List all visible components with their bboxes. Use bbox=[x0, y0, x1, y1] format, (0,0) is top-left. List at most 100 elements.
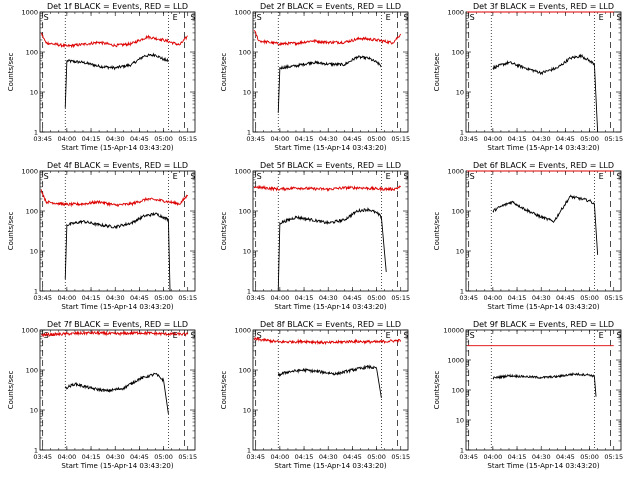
plot-frame bbox=[465, 329, 622, 451]
subplot-title: Det 1f BLACK = Events, RED = LLD bbox=[47, 2, 188, 11]
x-tick-label: 04:15 bbox=[508, 453, 527, 461]
y-axis-label: Counts/sec bbox=[220, 371, 228, 410]
x-tick-label: 04:30 bbox=[319, 294, 338, 302]
x-tick-label: 05:00 bbox=[580, 135, 599, 143]
series-line-events bbox=[64, 52, 169, 108]
subplot-title: Det 4f BLACK = Events, RED = LLD bbox=[47, 161, 188, 170]
y-tick-label: 10 bbox=[30, 89, 38, 97]
time-marker-label: S bbox=[403, 13, 408, 22]
y-tick-label: 100 bbox=[239, 49, 251, 57]
y-tick-label: 10 bbox=[243, 407, 251, 415]
time-marker-label: S bbox=[470, 172, 475, 181]
x-tick-label: 05:15 bbox=[178, 135, 197, 143]
x-tick-label: 03:45 bbox=[246, 294, 265, 302]
x-axis-label: Start Time (15-Apr-14 03:43:20) bbox=[487, 462, 599, 470]
plot-frame bbox=[39, 11, 196, 133]
y-tick-label: 1000 bbox=[21, 9, 38, 17]
x-tick-label: 04:00 bbox=[483, 294, 502, 302]
x-axis-label: Start Time (15-Apr-14 03:43:20) bbox=[274, 303, 386, 311]
subplot-3: Det 3f BLACK = Events, RED = LLD 1 10 100 10… bbox=[433, 2, 623, 152]
x-tick-label: 04:00 bbox=[483, 453, 502, 461]
y-tick-label: 1 bbox=[247, 129, 251, 137]
x-axis-label: Start Time (15-Apr-14 03:43:20) bbox=[61, 462, 173, 470]
x-tick-label: 04:30 bbox=[532, 453, 551, 461]
time-marker-label: S bbox=[190, 331, 195, 340]
x-axis-label: Start Time (15-Apr-14 03:43:20) bbox=[274, 462, 386, 470]
x-tick-label: 04:45 bbox=[130, 453, 149, 461]
y-tick-label: 10 bbox=[30, 407, 38, 415]
series-line-events bbox=[64, 211, 171, 292]
x-tick-label: 03:45 bbox=[33, 135, 52, 143]
x-tick-label: 04:30 bbox=[106, 453, 125, 461]
series-line-lld bbox=[253, 184, 402, 192]
series-line-events bbox=[64, 372, 169, 414]
x-axis-label: Start Time (15-Apr-14 03:43:20) bbox=[61, 303, 173, 311]
x-axis-label: Start Time (15-Apr-14 03:43:20) bbox=[487, 303, 599, 311]
subplot-2: Det 2f BLACK = Events, RED = LLD 1 10 100 10… bbox=[220, 2, 410, 152]
y-tick-label: 1000 bbox=[21, 168, 38, 176]
x-tick-label: 03:45 bbox=[246, 135, 265, 143]
x-tick-label: 04:00 bbox=[483, 135, 502, 143]
x-tick-label: 04:15 bbox=[508, 135, 527, 143]
time-marker-label: E bbox=[599, 172, 604, 181]
series-line-lld bbox=[40, 330, 189, 338]
subplot-title: Det 6f BLACK = Events, RED = LLD bbox=[473, 161, 614, 170]
time-marker-label: S bbox=[190, 13, 195, 22]
y-axis-label: Counts/sec bbox=[220, 53, 228, 92]
y-tick-label: 100 bbox=[239, 208, 251, 216]
y-tick-label: 10000 bbox=[443, 327, 464, 335]
x-tick-label: 04:00 bbox=[270, 135, 289, 143]
y-tick-label: 100 bbox=[452, 387, 464, 395]
time-marker-label: E bbox=[386, 172, 391, 181]
y-tick-label: 1000 bbox=[447, 357, 464, 365]
subplot-title: Det 2f BLACK = Events, RED = LLD bbox=[260, 2, 401, 11]
series-line-events bbox=[492, 372, 597, 397]
x-tick-label: 04:30 bbox=[106, 294, 125, 302]
series-line-lld bbox=[253, 29, 402, 47]
y-tick-label: 10 bbox=[456, 417, 464, 425]
x-tick-label: 04:30 bbox=[319, 135, 338, 143]
y-tick-label: 1 bbox=[34, 129, 38, 137]
x-tick-label: 04:30 bbox=[532, 294, 551, 302]
x-tick-label: 04:00 bbox=[57, 453, 76, 461]
x-axis-label: Start Time (15-Apr-14 03:43:20) bbox=[61, 144, 173, 152]
time-marker-label: S bbox=[616, 172, 621, 181]
x-tick-label: 05:00 bbox=[367, 453, 386, 461]
time-marker-label: S bbox=[44, 13, 49, 22]
x-tick-label: 04:30 bbox=[532, 135, 551, 143]
x-tick-label: 05:15 bbox=[604, 453, 623, 461]
x-tick-label: 05:00 bbox=[154, 294, 173, 302]
time-marker-label: S bbox=[257, 13, 262, 22]
x-tick-label: 04:45 bbox=[556, 294, 575, 302]
x-axis-label: Start Time (15-Apr-14 03:43:20) bbox=[274, 144, 386, 152]
x-tick-label: 04:15 bbox=[295, 294, 314, 302]
x-tick-label: 04:15 bbox=[295, 135, 314, 143]
time-marker-label: E bbox=[386, 331, 391, 340]
series-line-events bbox=[277, 207, 387, 292]
x-tick-label: 04:45 bbox=[556, 135, 575, 143]
time-marker-label: S bbox=[257, 172, 262, 181]
y-tick-label: 100 bbox=[452, 49, 464, 57]
y-tick-label: 1 bbox=[34, 288, 38, 296]
y-tick-label: 1 bbox=[460, 288, 464, 296]
x-tick-label: 05:00 bbox=[154, 135, 173, 143]
y-axis-label: Counts/sec bbox=[433, 371, 441, 410]
x-tick-label: 04:45 bbox=[343, 135, 362, 143]
subplot-title: Det 3f BLACK = Events, RED = LLD bbox=[473, 2, 614, 11]
y-tick-label: 10 bbox=[243, 89, 251, 97]
y-tick-label: 10 bbox=[243, 248, 251, 256]
y-tick-label: 1 bbox=[460, 447, 464, 455]
subplot-1: Det 1f BLACK = Events, RED = LLD 1 10 100 10… bbox=[7, 2, 197, 152]
y-tick-label: 100 bbox=[452, 208, 464, 216]
time-marker-label: E bbox=[599, 331, 604, 340]
x-tick-label: 05:15 bbox=[391, 294, 410, 302]
y-axis-label: Counts/sec bbox=[433, 212, 441, 251]
x-tick-label: 04:45 bbox=[343, 294, 362, 302]
plot-frame bbox=[252, 329, 409, 451]
x-tick-label: 05:00 bbox=[154, 453, 173, 461]
x-tick-label: 05:15 bbox=[391, 453, 410, 461]
y-tick-label: 1 bbox=[247, 288, 251, 296]
subplot-title: Det 7f BLACK = Events, RED = LLD bbox=[47, 320, 188, 329]
x-tick-label: 03:45 bbox=[459, 294, 478, 302]
